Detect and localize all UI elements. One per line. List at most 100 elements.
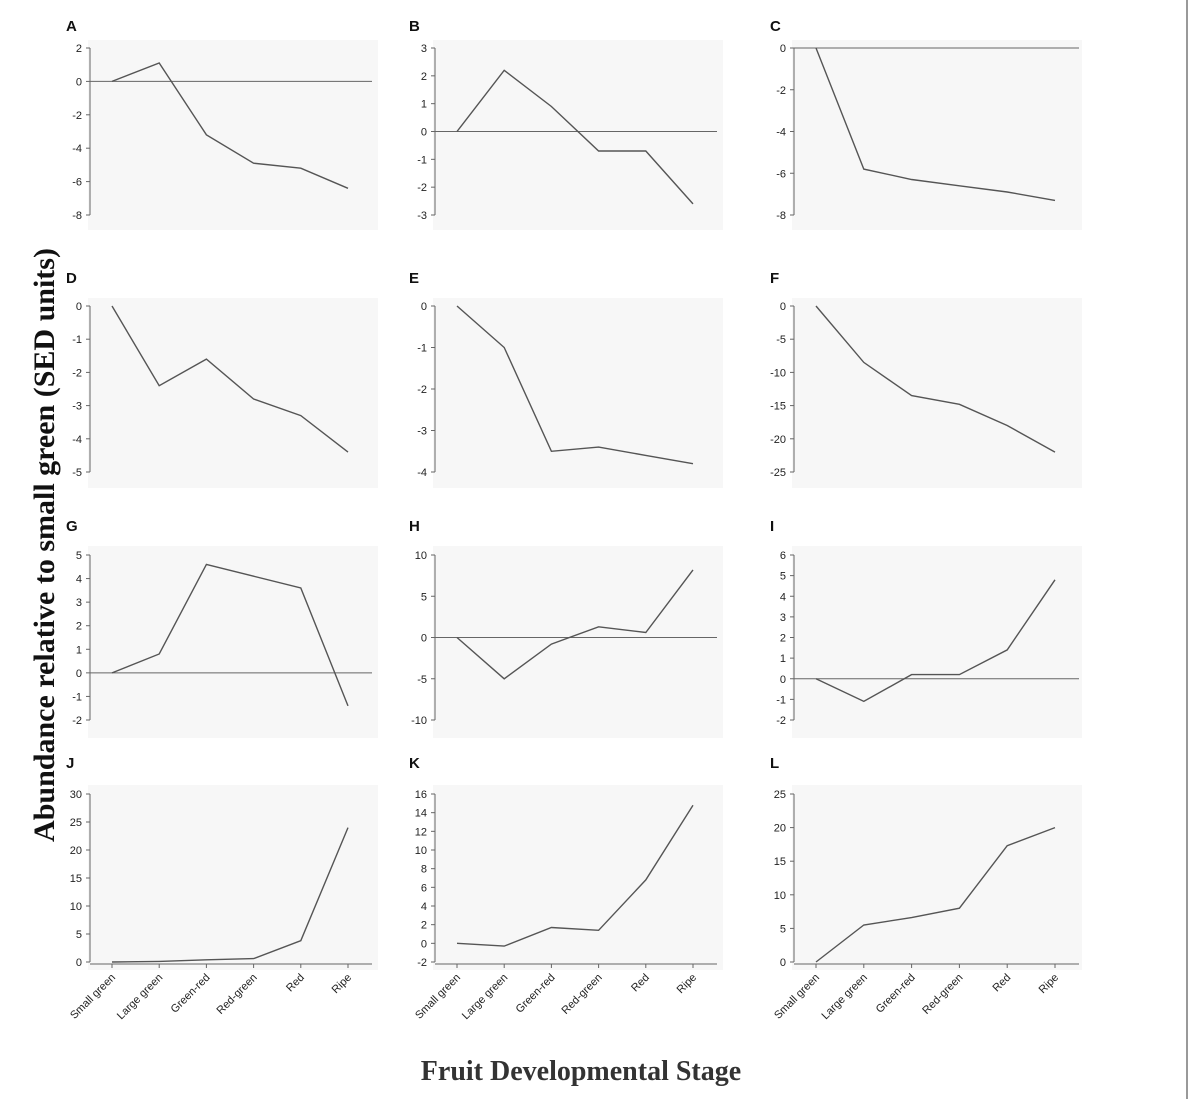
- y-tick-label: 4: [421, 901, 427, 913]
- y-tick-label: -3: [72, 401, 82, 413]
- y-tick-label: 2: [76, 621, 82, 633]
- y-tick-label: 8: [421, 864, 427, 876]
- panel-background: [88, 40, 378, 230]
- y-tick-label: 12: [415, 826, 427, 838]
- panel-background: [88, 785, 378, 970]
- y-tick-label: -5: [417, 674, 427, 686]
- y-tick-label: 0: [421, 633, 427, 645]
- x-tick-label: Green-red: [169, 972, 213, 1016]
- y-tick-label: 16: [415, 789, 427, 801]
- y-tick-label: 5: [76, 550, 82, 562]
- y-tick-label: 3: [76, 597, 82, 609]
- series-line: [456, 305, 694, 465]
- x-tick-label: Green-red: [874, 972, 918, 1016]
- y-tick-label: 0: [76, 76, 82, 88]
- y-tick-label: 2: [76, 43, 82, 55]
- panel-letter: L: [770, 755, 779, 772]
- x-tick-label: Small green: [772, 972, 822, 1022]
- y-tick-label: 0: [780, 674, 786, 686]
- series-line: [815, 579, 1056, 703]
- figure-x-axis-label: Fruit Developmental Stage: [421, 1056, 741, 1087]
- series-line: [815, 826, 1056, 963]
- y-tick-label: 0: [76, 957, 82, 969]
- y-tick-label: -5: [72, 467, 82, 479]
- y-tick-label: 0: [421, 301, 427, 313]
- y-tick-label: 25: [70, 817, 82, 829]
- x-tick-label: Small green: [68, 972, 118, 1022]
- series-line: [111, 305, 349, 453]
- chart-panel-h: H 10 5 0 -5 -10: [409, 518, 723, 738]
- y-tick-label: -2: [417, 182, 427, 194]
- panel-background: [792, 546, 1082, 738]
- y-tick-label: 0: [421, 938, 427, 950]
- y-tick-label: 20: [70, 845, 82, 857]
- y-tick-label: 3: [780, 612, 786, 624]
- y-tick-label: 10: [70, 901, 82, 913]
- panel-letter: H: [409, 518, 420, 535]
- y-tick-label: -1: [72, 691, 82, 703]
- y-tick-label: 15: [774, 856, 786, 868]
- panel-background: [88, 298, 378, 488]
- panel-letter: F: [770, 270, 779, 287]
- y-tick-label: 1: [780, 653, 786, 665]
- y-tick-label: -5: [776, 334, 786, 346]
- y-tick-label: -8: [72, 210, 82, 222]
- y-tick-label: 2: [421, 920, 427, 932]
- y-tick-label: 0: [780, 43, 786, 55]
- y-tick-label: -6: [72, 177, 82, 189]
- chart-panel-i: I 6 5 4 3 2 1 0 -1 -2: [770, 518, 1082, 738]
- x-tick-label: Red: [629, 972, 652, 995]
- panel-letter: A: [66, 18, 77, 35]
- y-tick-label: 1: [421, 99, 427, 111]
- panel-letter: J: [66, 755, 74, 772]
- y-tick-label: -10: [770, 367, 786, 379]
- y-tick-label: -6: [776, 168, 786, 180]
- x-tick-label: Large green: [115, 972, 165, 1022]
- y-tick-label: -15: [770, 401, 786, 413]
- series-line: [456, 69, 694, 205]
- y-tick-label: -3: [417, 426, 427, 438]
- y-tick-label: 6: [780, 550, 786, 562]
- y-tick-label: 14: [415, 808, 427, 820]
- y-tick-label: 4: [780, 591, 786, 603]
- panel-background: [433, 785, 723, 970]
- y-tick-label: -4: [776, 127, 786, 139]
- series-line: [111, 563, 349, 707]
- panel-background: [433, 298, 723, 488]
- x-tick-label: Red-green: [559, 972, 604, 1017]
- y-tick-label: -1: [417, 343, 427, 355]
- y-tick-label: -2: [72, 367, 82, 379]
- y-tick-label: -4: [417, 467, 427, 479]
- y-tick-label: 0: [780, 957, 786, 969]
- y-tick-label: -1: [72, 334, 82, 346]
- y-tick-label: 5: [780, 571, 786, 583]
- chart-panel-a: A 2 0 -2 -4 -6 -8: [66, 18, 378, 230]
- panel-letter: I: [770, 518, 774, 535]
- y-tick-label: 15: [70, 873, 82, 885]
- x-tick-label: Ripe: [1037, 972, 1061, 996]
- chart-panel-b: B3 2 1 0 -1 -2 -3: [409, 18, 723, 230]
- chart-panel-g: G 5 4 3 2 1 0 -1 -2: [66, 518, 378, 738]
- x-tick-label: Small green: [413, 972, 463, 1022]
- y-tick-label: 5: [421, 591, 427, 603]
- y-tick-label: -2: [776, 85, 786, 97]
- y-tick-label: -2: [776, 715, 786, 727]
- y-tick-label: 3: [421, 43, 427, 55]
- panel-letter: G: [66, 518, 78, 535]
- y-tick-label: -10: [411, 715, 427, 727]
- x-tick-label: Red-green: [214, 972, 259, 1017]
- x-tick-label: Red: [991, 972, 1014, 995]
- series-line: [815, 305, 1056, 453]
- series-line: [456, 804, 694, 947]
- y-tick-label: 0: [76, 668, 82, 680]
- y-tick-label: 10: [415, 550, 427, 562]
- panel-letter: K: [409, 755, 420, 772]
- y-tick-label: -2: [417, 957, 427, 969]
- panels-group: A20-2-4-6-8B3210-1-2-3C0-2-4-6-8D0-1-2-3…: [66, 18, 1082, 1022]
- y-tick-label: 20: [774, 823, 786, 835]
- y-tick-label: -4: [72, 434, 82, 446]
- y-tick-label: 4: [76, 574, 82, 586]
- y-tick-label: -8: [776, 210, 786, 222]
